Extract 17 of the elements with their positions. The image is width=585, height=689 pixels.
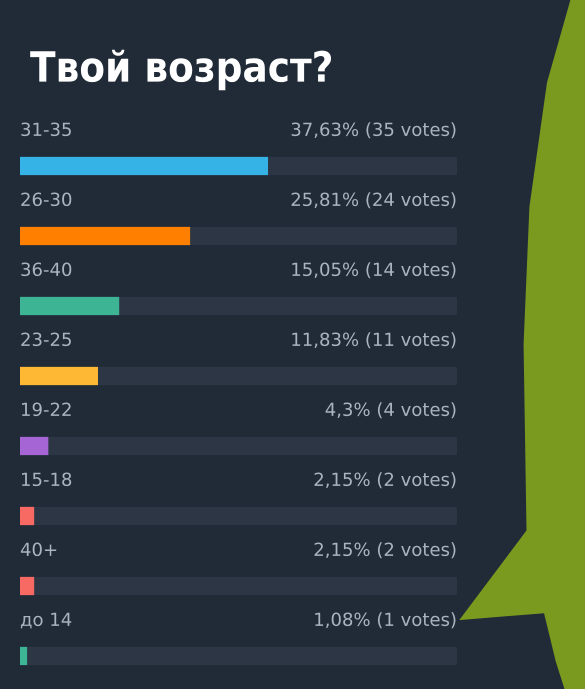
data-label: 11,83% (11 votes): [292, 332, 456, 348]
data-label: 37,63% (35 votes): [292, 122, 456, 138]
y-tick-label: до 14: [20, 612, 72, 628]
y-tick-label: 26-30: [21, 192, 72, 206]
y-tick-label: 15-18: [22, 472, 72, 486]
y-tick-label: 19-22: [22, 402, 71, 416]
data-label: 25,81% (24 votes): [292, 192, 456, 208]
data-label: 2,15% (2 votes): [314, 542, 456, 558]
y-tick-label: 36-40: [21, 262, 72, 276]
data-label: 15,05% (14 votes): [292, 262, 456, 278]
y-tick-label: 23-25: [21, 332, 71, 346]
data-label: 4,3% (4 votes): [326, 402, 456, 418]
y-tick-label: 31-35: [21, 122, 71, 136]
data-label: 1,08% (1 votes): [315, 612, 456, 628]
data-label: 2,15% (2 votes): [314, 472, 456, 488]
y-tick-label: 40+: [20, 542, 56, 556]
chart-title: Твой возраст?: [30, 50, 332, 90]
